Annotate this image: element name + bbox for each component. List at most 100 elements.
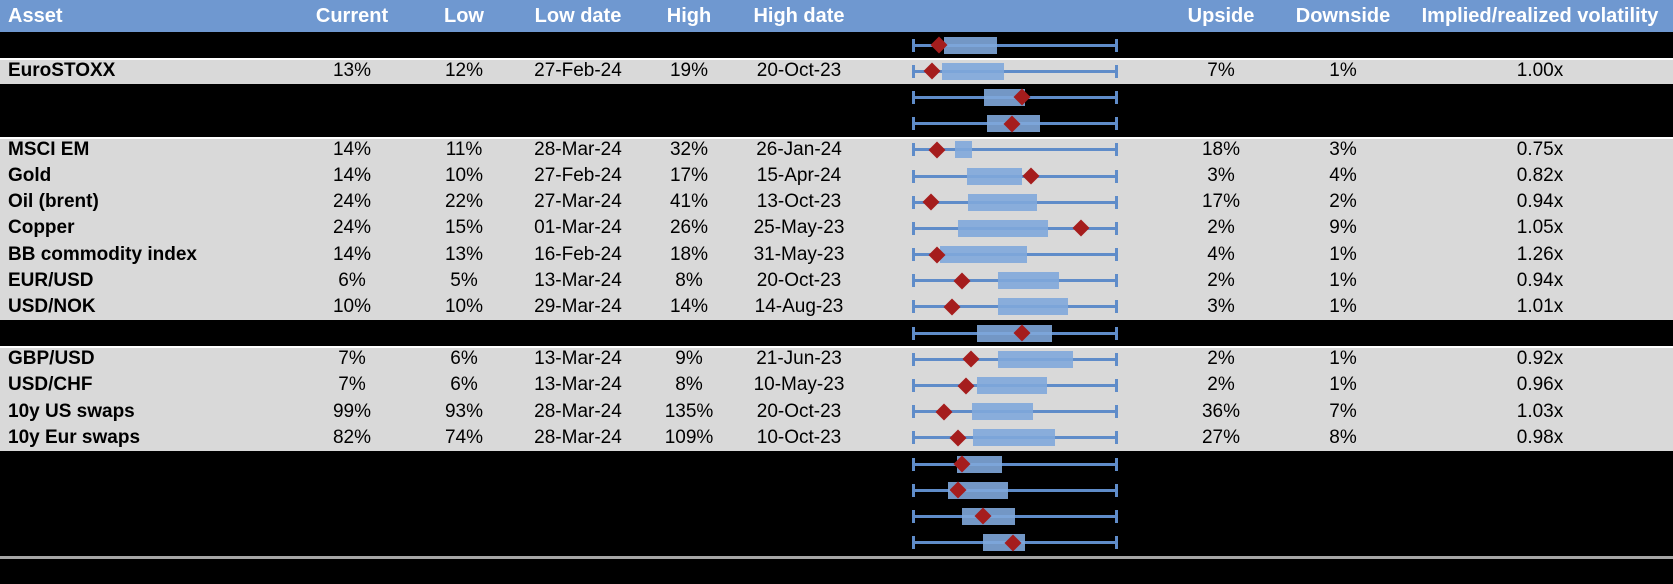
whisker-cap-high (1115, 300, 1118, 314)
low-date: 27-Mar-24 (534, 191, 622, 213)
interquartile-box (955, 141, 972, 159)
column-header-high: High (666, 5, 712, 27)
high-date: 15-Apr-24 (756, 164, 842, 186)
downside-value: 1% (1329, 243, 1357, 265)
interquartile-box (967, 167, 1022, 185)
downside-value: 3% (1329, 138, 1357, 160)
whisker-cap-high (1115, 379, 1118, 393)
current-level-diamond-icon (962, 350, 980, 368)
whisker-cap-high (1115, 431, 1118, 445)
asset-name: 10y US swaps (8, 400, 135, 422)
interquartile-box (998, 272, 1060, 290)
interquartile-box (957, 455, 1002, 473)
hidden-row (0, 32, 1673, 59)
whisker-cap-low (912, 405, 915, 419)
whisker-cap-high (1115, 169, 1118, 183)
high-date: 26-Jan-24 (756, 138, 842, 160)
interquartile-box (998, 298, 1069, 316)
asset-name: Gold (8, 164, 52, 186)
asset-name: Oil (brent) (8, 191, 99, 213)
downside-value: 7% (1329, 400, 1357, 422)
upside-value: 4% (1207, 243, 1235, 265)
downside-value: 1% (1329, 348, 1357, 370)
low-value: 22% (444, 191, 484, 213)
interquartile-box (968, 193, 1038, 211)
table-row: EUR/USD 6% 5% 13-Mar-24 8% 20-Oct-23 2% 1% 0.94x (0, 267, 1673, 294)
current-value: 7% (338, 348, 366, 370)
downside-value: 1% (1329, 374, 1357, 396)
implied-realized-value: 0.75x (1516, 138, 1564, 160)
volatility-boxplot (912, 242, 1118, 268)
low-value: 13% (444, 243, 484, 265)
table-row: GBP/USD 7% 6% 13-Mar-24 9% 21-Jun-23 2% 1% 0.92x (0, 346, 1673, 373)
whisker-cap-high (1115, 352, 1118, 366)
volatility-boxplot (912, 58, 1118, 84)
whisker-cap-low (912, 379, 915, 393)
current-value: 14% (332, 243, 372, 265)
high-value: 9% (675, 348, 703, 370)
whisker-cap-high (1115, 536, 1118, 550)
whisker-line (913, 462, 1117, 466)
column-header-high-date: High date (753, 5, 845, 27)
low-date: 29-Mar-24 (534, 295, 622, 317)
whisker-cap-high (1115, 509, 1118, 523)
current-level-diamond-icon (943, 298, 961, 316)
volatility-boxplot (912, 189, 1118, 215)
low-value: 6% (450, 348, 478, 370)
whisker-line (913, 148, 1117, 152)
low-date: 13-Mar-24 (534, 269, 622, 291)
asset-name: USD/NOK (8, 295, 96, 317)
low-value: 11% (445, 138, 483, 160)
current-value: 14% (332, 138, 372, 160)
hidden-row (0, 529, 1673, 556)
current-level-diamond-icon (957, 377, 975, 395)
volatility-boxplot (912, 372, 1118, 398)
current-value: 82% (332, 426, 372, 448)
low-date: 16-Feb-24 (534, 243, 622, 265)
whisker-cap-low (912, 143, 915, 157)
current-value: 7% (338, 374, 366, 396)
high-date: 20-Oct-23 (756, 400, 842, 422)
upside-value: 3% (1207, 295, 1235, 317)
volatility-boxplot (912, 137, 1118, 163)
volatility-boxplot (912, 451, 1118, 477)
low-value: 10% (444, 164, 484, 186)
whisker-cap-high (1115, 221, 1118, 235)
low-date: 01-Mar-24 (534, 217, 622, 239)
current-value: 10% (332, 295, 372, 317)
current-level-diamond-icon (928, 141, 946, 159)
high-date: 10-Oct-23 (756, 426, 842, 448)
high-date: 21-Jun-23 (756, 348, 842, 370)
asset-name: GBP/USD (8, 348, 95, 370)
low-date: 28-Mar-24 (534, 400, 622, 422)
high-date: 31-May-23 (753, 243, 845, 265)
whisker-cap-low (912, 431, 915, 445)
column-header-downside: Downside (1295, 5, 1391, 27)
implied-realized-value: 0.94x (1516, 191, 1564, 213)
upside-value: 2% (1207, 217, 1235, 239)
interquartile-box (944, 36, 998, 54)
whisker-cap-low (912, 536, 915, 550)
whisker-cap-low (912, 221, 915, 235)
low-value: 10% (444, 295, 484, 317)
asset-name: USD/CHF (8, 374, 93, 396)
low-value: 5% (450, 269, 478, 291)
low-value: 6% (450, 374, 478, 396)
whisker-cap-high (1115, 64, 1118, 78)
high-value: 19% (669, 60, 709, 82)
current-level-diamond-icon (953, 272, 971, 290)
downside-value: 1% (1329, 269, 1357, 291)
hidden-row (0, 477, 1673, 504)
footer-band (0, 559, 1673, 584)
column-header-low-date: Low date (534, 5, 622, 27)
upside-value: 18% (1201, 138, 1241, 160)
implied-realized-value: 1.03x (1516, 400, 1564, 422)
high-value: 18% (669, 243, 709, 265)
whisker-line (913, 514, 1117, 518)
high-value: 135% (664, 400, 714, 422)
current-level-diamond-icon (1072, 219, 1090, 237)
whisker-cap-high (1115, 405, 1118, 419)
upside-value: 27% (1201, 426, 1241, 448)
whisker-cap-low (912, 274, 915, 288)
implied-realized-value: 0.96x (1516, 374, 1564, 396)
